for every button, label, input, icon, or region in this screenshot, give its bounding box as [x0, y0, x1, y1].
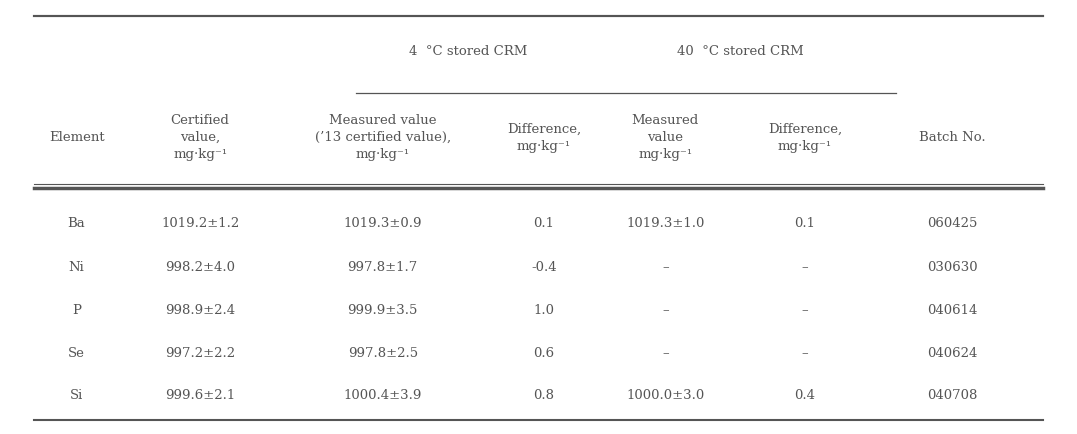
- Text: 1019.2±1.2: 1019.2±1.2: [160, 216, 239, 229]
- Text: 1019.3±0.9: 1019.3±0.9: [344, 216, 422, 229]
- Text: Measured
value
mg·kg⁻¹: Measured value mg·kg⁻¹: [631, 114, 699, 161]
- Text: 1.0: 1.0: [533, 303, 555, 316]
- Text: Element: Element: [48, 131, 104, 144]
- Text: Se: Se: [68, 346, 85, 359]
- Text: -0.4: -0.4: [531, 260, 557, 273]
- Text: Si: Si: [70, 388, 83, 401]
- Text: 040624: 040624: [927, 346, 977, 359]
- Text: 997.2±2.2: 997.2±2.2: [165, 346, 235, 359]
- Text: 040708: 040708: [927, 388, 977, 401]
- Text: –: –: [662, 260, 669, 273]
- Text: 0.8: 0.8: [533, 388, 555, 401]
- Text: 0.4: 0.4: [795, 388, 815, 401]
- Text: –: –: [662, 346, 669, 359]
- Text: Certified
value,
mg·kg⁻¹: Certified value, mg·kg⁻¹: [170, 114, 229, 161]
- Text: 0.1: 0.1: [795, 216, 815, 229]
- Text: –: –: [801, 346, 808, 359]
- Text: –: –: [662, 303, 669, 316]
- Text: 0.6: 0.6: [533, 346, 555, 359]
- Text: Measured value
(’13 certified value),
mg·kg⁻¹: Measured value (’13 certified value), mg…: [314, 114, 451, 161]
- Text: Ba: Ba: [68, 216, 85, 229]
- Text: 998.2±4.0: 998.2±4.0: [165, 260, 235, 273]
- Text: 998.9±2.4: 998.9±2.4: [165, 303, 235, 316]
- Text: –: –: [801, 260, 808, 273]
- Text: 997.8±2.5: 997.8±2.5: [348, 346, 418, 359]
- Text: Difference,
mg·kg⁻¹: Difference, mg·kg⁻¹: [768, 122, 842, 152]
- Text: Batch No.: Batch No.: [919, 131, 985, 144]
- Text: P: P: [72, 303, 81, 316]
- Text: 999.9±3.5: 999.9±3.5: [348, 303, 418, 316]
- Text: 0.1: 0.1: [533, 216, 555, 229]
- Text: 060425: 060425: [927, 216, 977, 229]
- Text: 030630: 030630: [927, 260, 978, 273]
- Text: Difference,
mg·kg⁻¹: Difference, mg·kg⁻¹: [507, 122, 581, 152]
- Text: 40  °C stored CRM: 40 °C stored CRM: [677, 45, 803, 57]
- Text: 1000.0±3.0: 1000.0±3.0: [626, 388, 704, 401]
- Text: Ni: Ni: [69, 260, 84, 273]
- Text: 040614: 040614: [927, 303, 977, 316]
- Text: 999.6±2.1: 999.6±2.1: [165, 388, 235, 401]
- Text: 4  °C stored CRM: 4 °C stored CRM: [409, 45, 528, 57]
- Text: 1000.4±3.9: 1000.4±3.9: [344, 388, 422, 401]
- Text: 1019.3±1.0: 1019.3±1.0: [626, 216, 704, 229]
- Text: –: –: [801, 303, 808, 316]
- Text: 997.8±1.7: 997.8±1.7: [348, 260, 418, 273]
